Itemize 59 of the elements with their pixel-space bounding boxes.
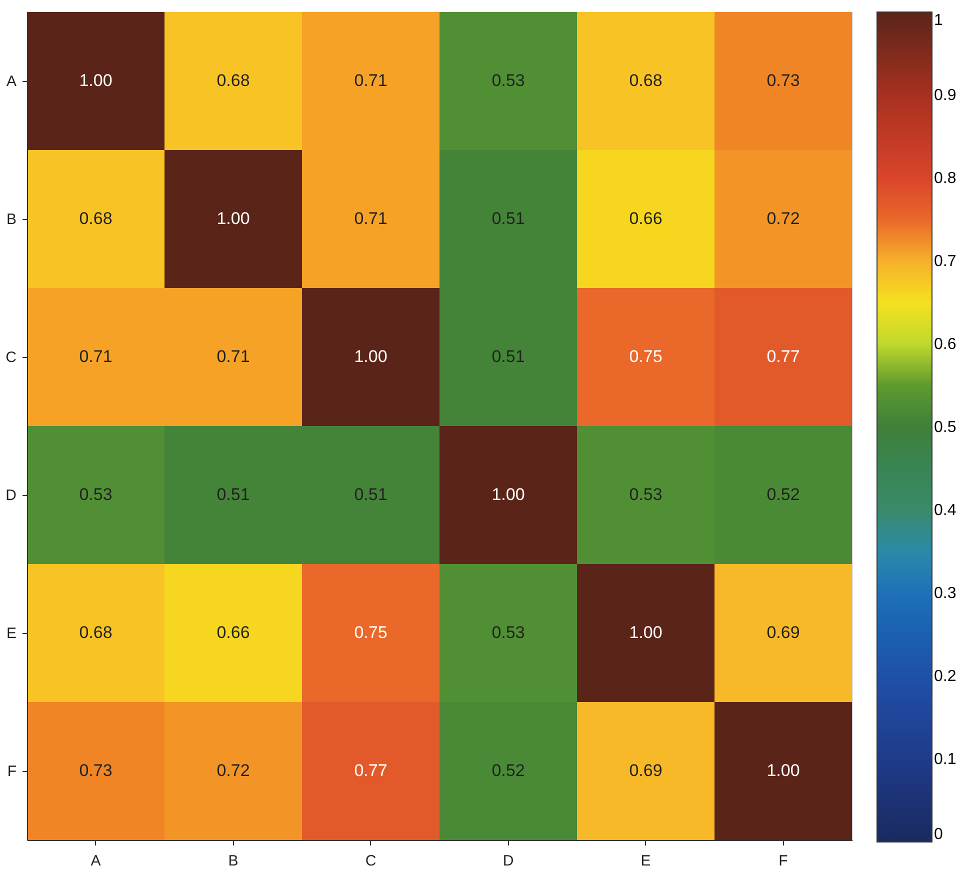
- color-bar-label: 0.6: [934, 336, 956, 353]
- data-label: 0.51: [216, 485, 250, 504]
- x-tick-label: D: [502, 852, 514, 870]
- color-bar-label: 0.3: [934, 585, 956, 602]
- data-label: 1.00: [766, 761, 800, 780]
- color-bar-label: 0.7: [934, 253, 956, 270]
- data-label: 0.73: [766, 71, 800, 90]
- data-label: 0.77: [354, 761, 388, 780]
- data-label: 1.00: [354, 347, 388, 366]
- y-tick-label: C: [6, 349, 17, 366]
- y-tick-label: F: [7, 763, 16, 780]
- data-label: 0.75: [354, 623, 388, 642]
- y-tick-label: A: [6, 73, 16, 90]
- data-label: 0.75: [629, 347, 662, 366]
- data-label: 0.66: [216, 623, 250, 642]
- data-label: 0.71: [354, 71, 388, 90]
- color-bar-label: 0.2: [934, 668, 956, 685]
- x-tick-label: E: [640, 852, 651, 870]
- color-bar-label: 0.5: [934, 419, 956, 436]
- data-label: 0.68: [79, 623, 112, 642]
- color-bar-label: 1: [934, 12, 943, 29]
- y-tick-label: B: [6, 211, 16, 228]
- data-label: 0.52: [492, 761, 525, 780]
- data-label: 1.00: [492, 485, 525, 504]
- data-label: 0.72: [216, 761, 250, 780]
- data-label: 0.71: [354, 209, 388, 228]
- x-tick-label: B: [228, 852, 238, 870]
- data-label: 0.69: [766, 623, 800, 642]
- data-label: 0.53: [492, 71, 525, 90]
- data-label: 0.53: [629, 485, 662, 504]
- data-label: 0.51: [492, 347, 525, 366]
- data-label: 1.00: [79, 71, 112, 90]
- color-bar-label: 0.1: [934, 751, 956, 768]
- data-label: 0.69: [629, 761, 662, 780]
- x-tick-label: A: [90, 852, 101, 870]
- y-tick-label: D: [6, 487, 17, 504]
- data-label: 0.73: [79, 761, 112, 780]
- y-tick-label: E: [6, 625, 16, 642]
- data-label: 0.77: [766, 347, 800, 366]
- x-tick-label: C: [365, 852, 376, 870]
- color-bar-label: 0.4: [934, 502, 956, 519]
- color-bar-label: 0.8: [934, 170, 956, 187]
- data-label: 0.51: [354, 485, 388, 504]
- x-tick-label: F: [778, 852, 788, 870]
- data-label: 0.71: [79, 347, 112, 366]
- data-label: 0.66: [629, 209, 662, 228]
- data-label: 1.00: [216, 209, 250, 228]
- data-label: 0.72: [766, 209, 800, 228]
- data-label: 0.51: [492, 209, 525, 228]
- data-label: 1.00: [629, 623, 662, 642]
- color-bar-label: 0.9: [934, 87, 956, 104]
- color-bar-label: 0: [934, 826, 943, 843]
- data-label: 0.68: [79, 209, 112, 228]
- data-label: 0.71: [216, 347, 250, 366]
- data-label: 0.53: [492, 623, 525, 642]
- data-label: 0.68: [216, 71, 250, 90]
- data-label: 0.68: [629, 71, 662, 90]
- data-label: 0.52: [766, 485, 800, 504]
- data-label: 0.53: [79, 485, 112, 504]
